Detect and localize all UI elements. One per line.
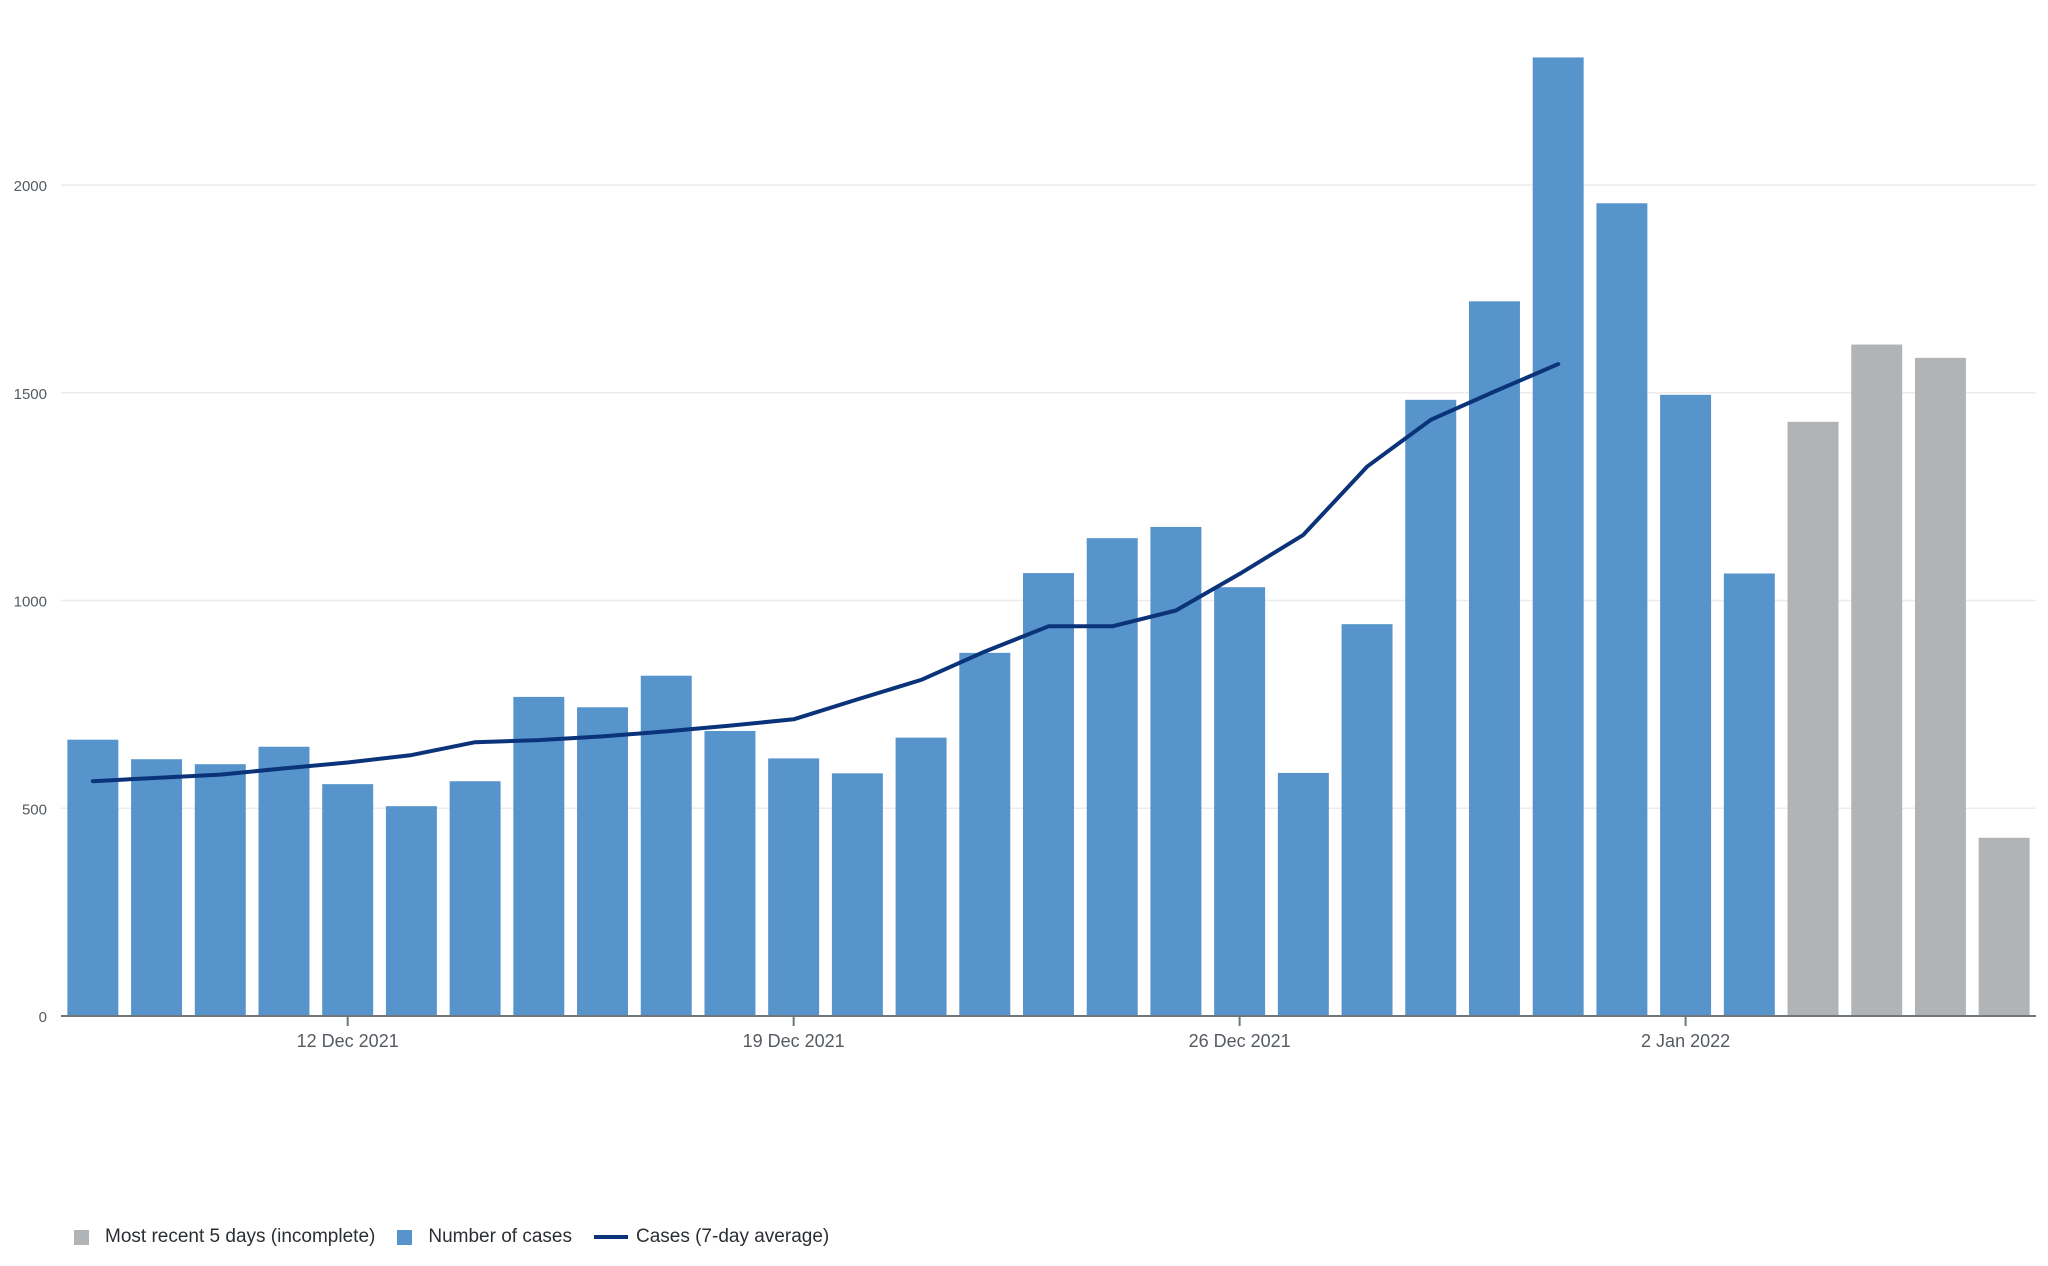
bar-number-of-cases xyxy=(1023,573,1074,1016)
legend-item-incomplete: Most recent 5 days (incomplete) xyxy=(74,1226,375,1248)
bar-incomplete xyxy=(1787,421,1839,1017)
legend-swatch-cases xyxy=(397,1229,413,1245)
legend-item-cases: Number of cases xyxy=(397,1226,572,1248)
legend-line-average xyxy=(593,1235,628,1239)
bar-number-of-cases xyxy=(194,764,246,1016)
y-axis-labels: 0 500 1000 1500 2000 xyxy=(14,178,47,1026)
bar-number-of-cases xyxy=(1660,394,1712,1016)
bar-number-of-cases xyxy=(895,737,947,1016)
bar-incomplete xyxy=(1914,357,1966,1016)
y-tick-label: 2000 xyxy=(14,178,47,195)
bar-number-of-cases xyxy=(640,675,692,1016)
legend-label-average: Cases (7-day average) xyxy=(635,1226,830,1247)
legend-item-average: Cases (7-day average) xyxy=(593,1226,830,1248)
bar-number-of-cases xyxy=(449,781,501,1016)
y-tick-label: 500 xyxy=(22,801,47,818)
bar-number-of-cases xyxy=(1405,399,1457,1017)
bar-number-of-cases xyxy=(1596,203,1648,1017)
bar-number-of-cases xyxy=(322,784,374,1016)
bar-number-of-cases xyxy=(1214,587,1266,1016)
legend: Most recent 5 days (incomplete) Number o… xyxy=(74,1226,851,1248)
bar-number-of-cases xyxy=(577,707,629,1016)
bar-number-of-cases xyxy=(704,730,756,1016)
legend-label-cases: Number of cases xyxy=(428,1226,572,1247)
bars xyxy=(67,57,2030,1017)
bar-number-of-cases xyxy=(1468,301,1520,1017)
seven-day-average-line xyxy=(90,362,1561,784)
x-tick-label: 12 Dec 2021 xyxy=(297,1031,399,1051)
y-tick-label: 0 xyxy=(39,1009,47,1026)
bar-number-of-cases xyxy=(1086,538,1138,1016)
bar-number-of-cases xyxy=(385,806,437,1016)
bar-number-of-cases xyxy=(1723,573,1775,1016)
x-tick-label: 19 Dec 2021 xyxy=(743,1031,845,1051)
bar-number-of-cases xyxy=(1532,57,1584,1016)
y-tick-label: 1500 xyxy=(14,386,47,403)
bar-number-of-cases xyxy=(258,746,310,1016)
y-tick-label: 1000 xyxy=(14,594,47,611)
seven-day-average-line-group xyxy=(90,362,1561,784)
bar-number-of-cases xyxy=(831,773,883,1016)
bar-number-of-cases xyxy=(768,758,820,1016)
bar-number-of-cases xyxy=(131,759,183,1016)
bar-number-of-cases xyxy=(67,739,119,1016)
x-axis-ticks: 12 Dec 2021 19 Dec 2021 26 Dec 2021 2 Jan 2… xyxy=(297,1016,1730,1051)
bar-incomplete xyxy=(1978,837,2030,1016)
x-tick-label: 26 Dec 2021 xyxy=(1189,1031,1291,1051)
bar-incomplete xyxy=(1851,344,1903,1016)
bar-number-of-cases xyxy=(959,652,1011,1016)
x-tick-label: 2 Jan 2022 xyxy=(1641,1031,1730,1051)
bar-number-of-cases xyxy=(1277,772,1329,1016)
legend-label-incomplete: Most recent 5 days (incomplete) xyxy=(105,1226,376,1247)
legend-swatch-incomplete xyxy=(74,1229,89,1245)
bar-number-of-cases xyxy=(1341,624,1393,1016)
bar-number-of-cases xyxy=(513,696,565,1016)
